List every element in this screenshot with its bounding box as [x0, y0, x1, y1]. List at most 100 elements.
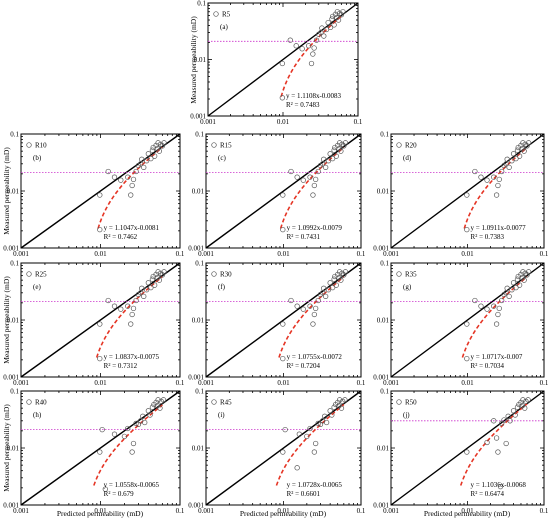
x-tick-label: 0.1 [176, 250, 185, 258]
r-squared: R² = 0.6474 [471, 490, 505, 498]
data-point [315, 168, 321, 175]
x-tick-label: 0.01 [277, 118, 290, 126]
data-point [97, 192, 103, 198]
legend-label: R25 [35, 271, 47, 279]
data-point [161, 140, 167, 146]
data-point [125, 425, 131, 432]
panel-label: (i) [218, 411, 225, 419]
data-point [157, 270, 164, 276]
data-point [133, 420, 139, 427]
data-point [522, 405, 528, 411]
data-point [149, 276, 156, 282]
panel-r10: 0.001 0.01 0.1 0.001 0.01 0.1 R10 (b) y = 1.1047… [3, 131, 185, 259]
x-tick-label: 0.01 [461, 250, 474, 258]
y-tick-label: 0.001 [373, 502, 389, 510]
x-tick-label: 0.001 [13, 379, 29, 387]
legend-marker-icon [396, 399, 402, 405]
y-tick-label: 0.01 [377, 188, 390, 196]
y-tick-label: 0.001 [373, 245, 389, 253]
data-point [310, 192, 316, 198]
data-point [323, 419, 330, 426]
x-tick-label: 0.1 [357, 379, 366, 387]
data-point [307, 174, 313, 180]
data-point [105, 297, 111, 304]
data-point [280, 226, 286, 233]
y-tick-label: 0.1 [195, 260, 204, 268]
identity-line [205, 262, 362, 378]
data-point [97, 321, 103, 327]
y-tick-label: 0.001 [188, 502, 204, 510]
data-point [478, 174, 484, 180]
data-point [509, 287, 515, 293]
data-point [331, 22, 337, 28]
x-tick-label: 0.01 [461, 379, 474, 387]
y-tick-label: 0.001 [3, 502, 19, 510]
data-point [130, 440, 137, 447]
identity-line [20, 133, 181, 249]
y-tick-label: 0.1 [195, 131, 204, 139]
data-point [287, 37, 293, 43]
data-point [335, 17, 342, 23]
data-point [300, 306, 306, 312]
x-tick-label: 0.001 [383, 379, 399, 387]
data-point [525, 140, 532, 146]
data-point [341, 143, 347, 149]
identity-line [205, 133, 362, 249]
data-point [342, 140, 349, 146]
fitted-curve [280, 15, 342, 97]
data-point [338, 148, 344, 154]
r-squared: R² = 0.7312 [104, 362, 138, 370]
data-point [333, 282, 339, 288]
data-point [142, 419, 148, 426]
data-point [524, 272, 530, 278]
identity-line [390, 390, 545, 506]
fitted-curve [93, 404, 163, 486]
data-point [497, 483, 504, 490]
data-point [521, 277, 527, 283]
data-point [340, 9, 346, 15]
y-tick-label: 0.1 [380, 388, 389, 396]
data-point [308, 60, 315, 67]
identity-line [205, 390, 362, 506]
y-tick-label: 0.01 [7, 317, 20, 325]
data-point [504, 156, 510, 162]
fit-equation: y = 1.1036x-0.0068 [471, 481, 527, 489]
legend-label: R15 [220, 142, 232, 150]
data-point [338, 12, 345, 18]
data-point [149, 404, 156, 410]
legend-label: R20 [405, 142, 417, 150]
data-point [156, 148, 163, 154]
data-point [510, 280, 517, 286]
identity-line [20, 262, 181, 378]
data-point [319, 25, 325, 31]
legend-label: R10 [35, 142, 47, 150]
x-tick-label: 0.001 [383, 250, 399, 258]
data-point [499, 297, 505, 304]
panel-r30: 0.001 0.01 0.1 0.001 0.01 0.1 R30 (f) y = 1.0755… [188, 260, 366, 388]
identity-line [390, 133, 545, 249]
data-point [280, 192, 286, 198]
data-point [311, 311, 317, 318]
x-tick-label: 0.1 [540, 250, 549, 258]
data-point [339, 141, 345, 147]
x-tick-label: 0.001 [198, 507, 214, 515]
data-point [304, 433, 310, 440]
y-tick-label: 0.1 [197, 0, 206, 8]
data-point [499, 168, 505, 175]
data-point [125, 174, 131, 180]
legend-label: R5 [222, 11, 231, 19]
r-squared: R² = 0.7483 [286, 101, 320, 109]
panel-label: (d) [403, 154, 412, 162]
data-point [323, 164, 329, 170]
data-point [323, 26, 330, 33]
fit-equation: y = 1.0558x-0.0065 [104, 481, 160, 489]
data-point [111, 431, 118, 437]
data-point [516, 282, 523, 288]
data-point [506, 164, 512, 170]
y-axis-label: Measured permeability (mD) [189, 16, 198, 104]
r-squared: R² = 0.7462 [104, 233, 138, 241]
data-point [491, 418, 497, 424]
r-squared: R² = 0.7034 [471, 362, 505, 370]
legend-marker-icon [26, 399, 32, 405]
data-point [464, 192, 470, 198]
